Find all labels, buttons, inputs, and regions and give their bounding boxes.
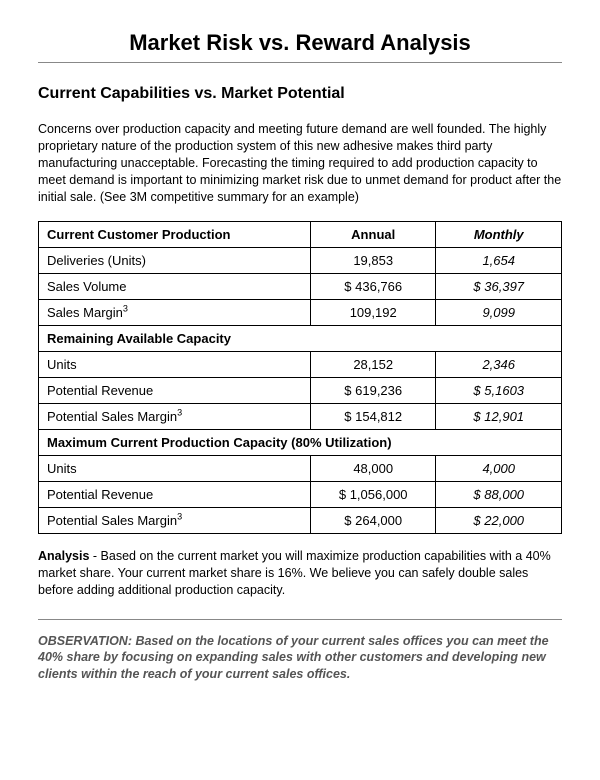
row-monthly: 1,654	[436, 248, 562, 274]
row-monthly: 2,346	[436, 352, 562, 378]
table-row: Potential Revenue $ 1,056,000 $ 88,000	[39, 482, 562, 508]
section-subtitle: Current Capabilities vs. Market Potentia…	[38, 85, 562, 103]
row-annual: $ 1,056,000	[310, 482, 436, 508]
capabilities-table: Current Customer Production Annual Month…	[38, 221, 562, 534]
row-label: Units	[39, 456, 311, 482]
table-row: Potential Sales Margin3 $ 154,812 $ 12,9…	[39, 404, 562, 430]
table-row: Potential Revenue $ 619,236 $ 5,1603	[39, 378, 562, 404]
header-col2: Annual	[310, 222, 436, 248]
document-page: Market Risk vs. Reward Analysis Current …	[0, 0, 600, 716]
row-monthly: $ 22,000	[436, 508, 562, 534]
section-label: Maximum Current Production Capacity (80%…	[39, 430, 562, 456]
table-row: Sales Volume $ 436,766 $ 36,397	[39, 274, 562, 300]
page-title: Market Risk vs. Reward Analysis	[38, 30, 562, 63]
row-label: Units	[39, 352, 311, 378]
analysis-text: - Based on the current market you will m…	[38, 549, 551, 597]
table-row: Deliveries (Units) 19,853 1,654	[39, 248, 562, 274]
row-monthly: $ 5,1603	[436, 378, 562, 404]
row-label: Deliveries (Units)	[39, 248, 311, 274]
row-label: Potential Sales Margin3	[39, 404, 311, 430]
table-section-row: Remaining Available Capacity	[39, 326, 562, 352]
row-annual: $ 619,236	[310, 378, 436, 404]
header-col3: Monthly	[436, 222, 562, 248]
observation-paragraph: OBSERVATION: Based on the locations of y…	[38, 633, 562, 684]
row-monthly: 4,000	[436, 456, 562, 482]
table-section-row: Maximum Current Production Capacity (80%…	[39, 430, 562, 456]
row-annual: $ 264,000	[310, 508, 436, 534]
table-header-row: Current Customer Production Annual Month…	[39, 222, 562, 248]
row-annual: 19,853	[310, 248, 436, 274]
row-label: Sales Margin3	[39, 300, 311, 326]
row-monthly: $ 36,397	[436, 274, 562, 300]
row-annual: 109,192	[310, 300, 436, 326]
row-annual: 28,152	[310, 352, 436, 378]
row-label: Potential Revenue	[39, 482, 311, 508]
table-row: Units 48,000 4,000	[39, 456, 562, 482]
row-label: Potential Revenue	[39, 378, 311, 404]
intro-paragraph: Concerns over production capacity and me…	[38, 121, 562, 205]
divider	[38, 619, 562, 620]
row-monthly: $ 12,901	[436, 404, 562, 430]
row-annual: 48,000	[310, 456, 436, 482]
analysis-label: Analysis	[38, 549, 89, 563]
row-monthly: 9,099	[436, 300, 562, 326]
row-monthly: $ 88,000	[436, 482, 562, 508]
table-row: Sales Margin3 109,192 9,099	[39, 300, 562, 326]
section-label: Remaining Available Capacity	[39, 326, 562, 352]
row-label: Potential Sales Margin3	[39, 508, 311, 534]
row-annual: $ 154,812	[310, 404, 436, 430]
row-annual: $ 436,766	[310, 274, 436, 300]
header-col1: Current Customer Production	[39, 222, 311, 248]
table-row: Units 28,152 2,346	[39, 352, 562, 378]
row-label: Sales Volume	[39, 274, 311, 300]
table-row: Potential Sales Margin3 $ 264,000 $ 22,0…	[39, 508, 562, 534]
analysis-paragraph: Analysis - Based on the current market y…	[38, 548, 562, 599]
